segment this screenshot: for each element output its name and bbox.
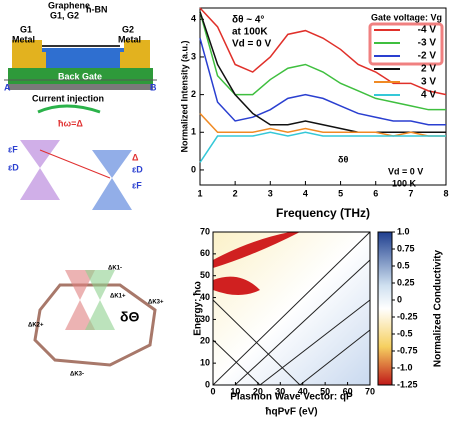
y-tick-label: 0 <box>191 164 196 174</box>
colorbar-tick-label: 0.25 <box>397 277 415 287</box>
x-tick-label: 7 <box>408 188 413 198</box>
colorbar-tick-label: 0 <box>397 294 402 304</box>
x-tick-label: 5 <box>338 188 343 198</box>
plot-area <box>212 231 371 386</box>
annotation: δθ <box>338 154 348 164</box>
y-tick-label: 40 <box>200 292 210 302</box>
label: δΘ <box>120 309 139 325</box>
y-tick-label: 1 <box>191 127 196 137</box>
label: Current injection <box>32 93 104 103</box>
label: εF <box>132 180 142 190</box>
x-tick-label: 4 <box>303 188 308 198</box>
y-tick-label: 0 <box>205 379 210 389</box>
legend-label: -3 V <box>418 38 437 49</box>
label: A <box>4 82 11 92</box>
bands: ħω=Δ εF εD εD Δ εF <box>8 104 143 210</box>
annotation: δθ ~ 4° <box>232 15 264 26</box>
label: εD <box>132 164 143 174</box>
colorbar-tick-label: 1.0 <box>397 226 410 236</box>
plot-area <box>199 7 447 186</box>
y-tick-label: 10 <box>200 358 210 368</box>
label: Δ <box>132 152 139 162</box>
x-tick-label: 50 <box>320 386 330 396</box>
label: G1, G2 <box>50 10 79 20</box>
legend-label: 3 V <box>421 77 436 88</box>
line <box>199 11 446 134</box>
label: Graphene <box>48 0 90 10</box>
label: ΔK3- <box>70 372 84 378</box>
heatmap <box>212 231 371 386</box>
line <box>199 131 446 163</box>
annotation: 100 K <box>392 178 417 188</box>
x-tick-label: 20 <box>253 386 263 396</box>
device: Graphene G1, G2 h-BN G1 Metal G2 Metal A… <box>4 0 157 103</box>
label: ħω=Δ <box>58 118 83 128</box>
colorbar-tick-label: 0.75 <box>397 243 415 253</box>
x-tick-label: 6 <box>373 188 378 198</box>
x-tick-label: 2 <box>233 188 238 198</box>
colorbar-tick-label: -1.25 <box>397 379 418 389</box>
heatmap <box>213 232 300 295</box>
x-tick-label: 8 <box>443 188 448 198</box>
legend-label: -2 V <box>418 51 437 62</box>
y-axis-label: Normalized Intensity (a.u.) <box>179 40 189 152</box>
y-tick-label: 60 <box>200 248 210 258</box>
annotation: at 100K <box>232 27 268 38</box>
label: ΔK1- <box>108 266 122 272</box>
x-axis-label: Plasmon Wave Vector: qP <box>230 392 353 403</box>
legend-title: Gate voltage: Vg <box>371 12 442 22</box>
label: h-BN <box>86 4 108 14</box>
colorbar-label: Normalized Conductivity <box>433 249 444 367</box>
y-tick-label: 4 <box>191 14 196 24</box>
y-tick-label: 20 <box>200 336 210 346</box>
legend-label: 4 V <box>421 90 436 101</box>
annotation: Vd = 0 V <box>388 166 423 176</box>
x-tick-label: 10 <box>230 386 240 396</box>
y-tick-label: 70 <box>200 226 210 236</box>
legend-highlight <box>368 22 444 66</box>
x-tick-label: 40 <box>298 386 308 396</box>
colorbar-tick-label: 0.5 <box>397 260 410 270</box>
label: ΔK1+ <box>110 294 126 300</box>
label: Metal <box>12 34 35 44</box>
colorbar-tick-label: -1.0 <box>397 362 413 372</box>
y-tick-label: 30 <box>200 314 210 324</box>
y-axis-label: Energy: ħω <box>193 281 204 336</box>
moire: δΘ ΔK1+ ΔK1- ΔK2+ ΔK3+ ΔK3- <box>28 266 164 378</box>
colorbar-tick-label: -0.5 <box>397 328 413 338</box>
x-tick-label: 70 <box>365 386 375 396</box>
x-tick-label: 1 <box>197 188 202 198</box>
y-tick-label: 50 <box>200 270 210 280</box>
x-tick-label: 0 <box>210 386 215 396</box>
x-axis-label: ħqPvF (eV) <box>265 407 317 418</box>
label: εD <box>8 162 19 172</box>
label: B <box>150 82 157 92</box>
y-tick-label: 2 <box>191 89 196 99</box>
legend-label: 2 V <box>421 64 436 75</box>
annotation: Vd = 0 V <box>232 39 272 50</box>
x-tick-label: 30 <box>275 386 285 396</box>
line <box>199 7 447 96</box>
label: ΔK3+ <box>148 300 164 306</box>
colorbar-tick-label: -0.75 <box>397 345 418 355</box>
label: εF <box>8 144 18 154</box>
label: ΔK2+ <box>28 323 44 329</box>
x-axis-label: Frequency (THz) <box>276 206 370 220</box>
label: G1 <box>20 24 32 34</box>
line <box>199 37 446 126</box>
label: Metal <box>118 34 141 44</box>
label: Back Gate <box>58 71 102 81</box>
x-tick-label: 60 <box>343 386 353 396</box>
line <box>199 112 446 137</box>
colorbar <box>377 231 393 386</box>
line <box>199 11 446 111</box>
colorbar-tick-label: -0.25 <box>397 311 418 321</box>
label: G2 <box>122 24 134 34</box>
x-tick-label: 3 <box>268 188 273 198</box>
y-tick-label: 3 <box>191 51 196 61</box>
legend-label: -4 V <box>418 25 437 36</box>
